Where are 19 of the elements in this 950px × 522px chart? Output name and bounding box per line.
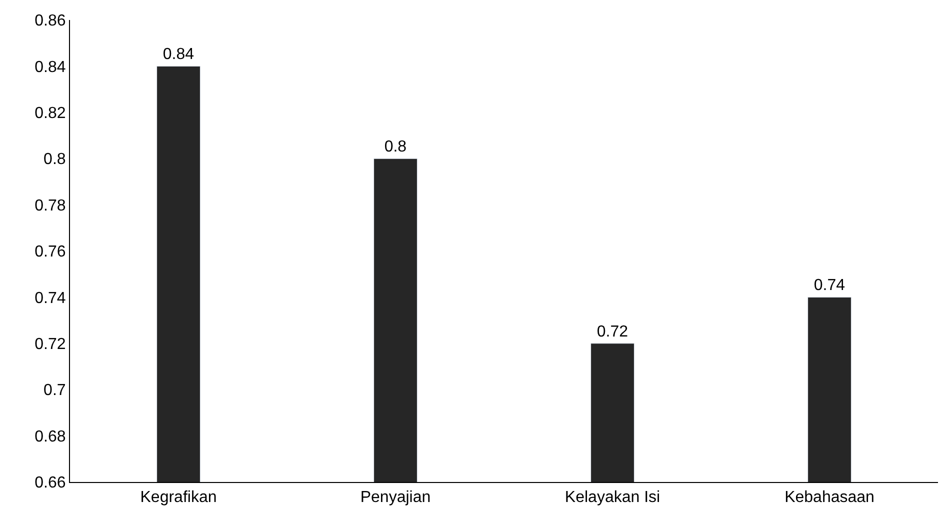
data-label: 0.84 bbox=[162, 46, 194, 64]
y-tick-label: 0.7 bbox=[44, 382, 66, 400]
y-tick-label: 0.72 bbox=[34, 336, 66, 353]
y-tick-label: 0.82 bbox=[34, 105, 66, 122]
y-tick-label: 0.74 bbox=[34, 290, 66, 307]
x-tick-label: Kebahasaan bbox=[784, 489, 874, 506]
x-tick-label: Kelayakan Isi bbox=[564, 489, 660, 506]
data-label: 0.74 bbox=[814, 277, 846, 294]
y-tick-label: 0.66 bbox=[34, 474, 66, 492]
y-tick-label: 0.68 bbox=[34, 428, 66, 446]
y-tick-label: 0.76 bbox=[34, 244, 66, 261]
y-tick-label: 0.8 bbox=[44, 151, 66, 168]
data-label: 0.72 bbox=[596, 323, 628, 340]
y-tick-label: 0.78 bbox=[34, 197, 66, 214]
x-tick-label: Kegrafikan bbox=[140, 489, 217, 506]
y-tick-label: 0.84 bbox=[34, 58, 66, 76]
x-tick-label: Penyajian bbox=[360, 489, 431, 506]
y-tick-label: 0.86 bbox=[34, 12, 66, 30]
data-label: 0.8 bbox=[384, 138, 407, 156]
